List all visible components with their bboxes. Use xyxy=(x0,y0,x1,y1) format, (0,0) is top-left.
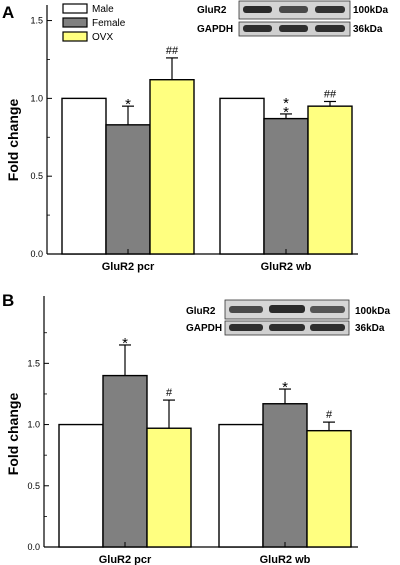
blot-band xyxy=(243,25,272,32)
panel-a: A Fold change 0.00.51.01.5*##GluR2 pcr**… xyxy=(2,0,388,273)
bar-male-a xyxy=(219,97,265,255)
x-category-label-b: GluR2 wb xyxy=(260,554,311,565)
blot-band xyxy=(315,25,345,32)
significance-mark-b: * xyxy=(282,379,288,396)
bar-female-a xyxy=(105,124,151,255)
blot-band xyxy=(315,6,345,13)
blot-band xyxy=(279,6,308,13)
y-tick-label-a: 1.0 xyxy=(30,93,43,103)
blot-label-glur2-b: GluR2 xyxy=(186,306,216,317)
x-category-label-a: GluR2 wb xyxy=(261,261,312,273)
blot-size-glur2-a: 100kDa xyxy=(353,5,388,16)
y-tick-label-b: 0.0 xyxy=(27,542,40,552)
y-tick-label-a: 0.0 xyxy=(30,249,43,259)
panel-label-a: A xyxy=(2,3,14,22)
blot-label-gapdh-b: GAPDH xyxy=(186,323,222,334)
blot-band xyxy=(310,324,345,331)
significance-mark-a: * xyxy=(283,104,289,121)
legend-swatch-ovx xyxy=(62,31,88,42)
y-tick-label-a: 1.5 xyxy=(30,16,43,26)
bar-ovx-b xyxy=(146,427,192,548)
blot-band xyxy=(243,6,272,13)
blot-band xyxy=(229,324,263,331)
legend-swatch-female xyxy=(62,17,88,28)
blot-size-gapdh-b: 36kDa xyxy=(355,323,385,334)
blot-label-gapdh-a: GAPDH xyxy=(197,24,233,35)
blot-band xyxy=(310,306,345,313)
bar-ovx-a xyxy=(307,105,353,255)
significance-mark-a: * xyxy=(283,95,289,112)
blot-label-glur2-a: GluR2 xyxy=(197,5,227,16)
blot-band xyxy=(229,306,263,313)
legend-swatch-male xyxy=(62,3,88,14)
panel-label-b: B xyxy=(2,291,14,310)
panel-b: B Fold change 0.0 0.5 1.0 1.5 * # GluR2 pcr * # G… xyxy=(2,291,390,565)
y-axis-title-a: Fold change xyxy=(5,99,21,182)
significance-mark-a: ## xyxy=(324,88,337,100)
blot-band xyxy=(279,25,308,32)
plot-area-a: 0.00.51.01.5*##GluR2 pcr**##GluR2 wb xyxy=(30,5,358,273)
y-tick-label-b: 1.0 xyxy=(27,420,40,430)
x-category-label-a: GluR2 pcr xyxy=(102,261,155,273)
plot-area-b: 0.0 0.5 1.0 1.5 * # GluR2 pcr * # GluR2 wb xyxy=(27,296,358,565)
bar-ovx-a xyxy=(149,78,195,255)
legend: Male Female OVX xyxy=(62,3,126,43)
y-axis-title-b: Fold change xyxy=(5,393,21,476)
blot-size-glur2-b: 100kDa xyxy=(355,306,390,317)
legend-label-male: Male xyxy=(92,4,114,15)
bar-male-b xyxy=(218,423,264,548)
y-tick-label-b: 0.5 xyxy=(27,481,40,491)
bar-female-b xyxy=(102,374,148,548)
significance-mark-b: # xyxy=(326,409,333,421)
blot-band xyxy=(269,305,305,313)
significance-mark-b: # xyxy=(166,387,173,399)
bar-female-b xyxy=(262,403,308,548)
western-blot-b: GluR2 GAPDH 100kDa 36kDa xyxy=(186,299,390,336)
x-category-label-b: GluR2 pcr xyxy=(99,554,152,565)
bar-ovx-b xyxy=(306,429,352,548)
blot-band xyxy=(269,324,305,331)
significance-mark-a: * xyxy=(125,96,131,113)
y-tick-label-b: 1.5 xyxy=(27,358,40,368)
legend-label-female: Female xyxy=(92,18,126,29)
legend-label-ovx: OVX xyxy=(92,32,113,43)
y-tick-label-a: 0.5 xyxy=(30,171,43,181)
significance-mark-b: * xyxy=(122,335,128,352)
western-blot-a: GluR2 GAPDH 100kDa 36kDa xyxy=(197,0,388,37)
significance-mark-a: ## xyxy=(166,45,179,57)
bar-female-a xyxy=(263,117,309,255)
bar-male-b xyxy=(58,423,104,548)
bar-male-a xyxy=(61,97,107,255)
blot-size-gapdh-a: 36kDa xyxy=(353,24,383,35)
